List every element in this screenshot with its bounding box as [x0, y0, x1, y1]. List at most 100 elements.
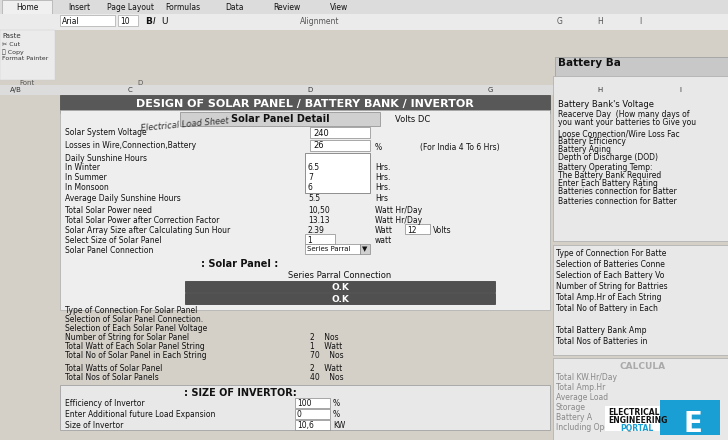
Text: 2    Nos: 2 Nos — [310, 333, 339, 342]
Text: Hrs.: Hrs. — [375, 163, 390, 172]
Bar — [0, 85, 728, 95]
Text: 6: 6 — [308, 183, 313, 192]
Text: I: I — [153, 17, 156, 26]
Text: Solar Panel Connection: Solar Panel Connection — [65, 246, 154, 255]
Text: 40    Nos: 40 Nos — [310, 373, 344, 382]
Text: you want your batteries to Give you: you want your batteries to Give you — [558, 118, 696, 127]
Text: Average Load: Average Load — [556, 393, 608, 402]
Text: 240: 240 — [313, 129, 329, 138]
Text: 6.5: 6.5 — [308, 163, 320, 172]
Bar — [118, 15, 138, 26]
Text: Type of Connection For Batte: Type of Connection For Batte — [556, 249, 666, 258]
Text: Batteries connection for Batter: Batteries connection for Batter — [558, 197, 677, 206]
Text: Data: Data — [226, 3, 245, 11]
Text: Battery Bank's Voltage: Battery Bank's Voltage — [558, 100, 654, 109]
Bar — [295, 409, 330, 419]
Text: Number of String for Battries: Number of String for Battries — [556, 282, 668, 291]
Text: Number of String for Solar Panel: Number of String for Solar Panel — [65, 333, 189, 342]
Text: Solar Panel Detail: Solar Panel Detail — [231, 114, 329, 124]
Text: Enter Each Battery Rating: Enter Each Battery Rating — [558, 179, 658, 188]
Text: Total No of Solar Panel in Each String: Total No of Solar Panel in Each String — [65, 351, 207, 360]
Bar — [295, 420, 330, 430]
Bar — [305, 244, 360, 254]
Text: 10,6: 10,6 — [297, 421, 314, 430]
Text: Format Painter: Format Painter — [2, 56, 48, 61]
Text: Hrs.: Hrs. — [375, 173, 390, 182]
Text: G: G — [557, 17, 563, 26]
Text: : SIZE OF INVERTOR:: : SIZE OF INVERTOR: — [183, 388, 296, 398]
Text: Font: Font — [20, 80, 35, 86]
Bar — [555, 57, 728, 77]
Bar — [60, 110, 550, 310]
Bar — [405, 224, 430, 234]
Text: watt: watt — [375, 236, 392, 245]
Text: D: D — [307, 87, 312, 93]
Text: 2.39: 2.39 — [308, 226, 325, 235]
Bar — [553, 76, 728, 241]
Text: A/B: A/B — [10, 87, 22, 93]
Text: I: I — [639, 17, 641, 26]
Bar — [60, 15, 115, 26]
Text: Daily Sunshine Hours: Daily Sunshine Hours — [65, 154, 147, 163]
Text: Total Amp.Hr: Total Amp.Hr — [556, 383, 606, 392]
Text: D: D — [138, 80, 143, 86]
Bar — [2, 0, 52, 14]
Text: Watt Hr/Day: Watt Hr/Day — [375, 206, 422, 215]
Text: 70    Nos: 70 Nos — [310, 351, 344, 360]
Text: Hrs.: Hrs. — [375, 183, 390, 192]
Bar — [310, 140, 370, 151]
Text: 10,50: 10,50 — [308, 206, 330, 215]
Text: O.K: O.K — [331, 283, 349, 292]
Text: C: C — [127, 87, 132, 93]
Text: Insert: Insert — [68, 3, 90, 11]
Text: In Monsoon: In Monsoon — [65, 183, 108, 192]
Text: Battery Efficiency: Battery Efficiency — [558, 137, 626, 146]
Text: Type of Connection For Solar Panel: Type of Connection For Solar Panel — [65, 306, 197, 315]
Text: U: U — [161, 17, 167, 26]
Text: PORTAL: PORTAL — [620, 424, 653, 433]
Text: CALCULA: CALCULA — [620, 362, 666, 371]
Bar — [106, 0, 156, 14]
Text: 100: 100 — [297, 399, 312, 408]
Text: Selection of Each Battery Vo: Selection of Each Battery Vo — [556, 271, 665, 280]
Bar — [180, 112, 380, 126]
Bar — [262, 0, 312, 14]
Text: I: I — [679, 87, 681, 93]
Text: 12: 12 — [407, 226, 416, 235]
Text: %: % — [333, 410, 340, 419]
Text: The Battery Bank Required: The Battery Bank Required — [558, 171, 661, 180]
Text: 7: 7 — [308, 173, 313, 182]
Text: Batteries connection for Batter: Batteries connection for Batter — [558, 187, 677, 196]
Bar — [54, 0, 104, 14]
Text: ELECTRICAL: ELECTRICAL — [608, 408, 660, 417]
Text: : Solar Panel :: : Solar Panel : — [202, 259, 279, 269]
Text: G: G — [487, 87, 493, 93]
Text: H: H — [598, 87, 603, 93]
Text: Total Watts of Solar Panel: Total Watts of Solar Panel — [65, 364, 162, 373]
Text: Hrs: Hrs — [375, 194, 388, 203]
Text: In Summer: In Summer — [65, 173, 107, 182]
Text: Total No of Battery in Each: Total No of Battery in Each — [556, 304, 658, 313]
Text: Selection of Each Solar Panel Voltage: Selection of Each Solar Panel Voltage — [65, 324, 207, 333]
Bar — [2, 0, 52, 14]
Text: Page Layout: Page Layout — [108, 3, 154, 11]
Text: Total Amp.Hr of Each String: Total Amp.Hr of Each String — [556, 293, 662, 302]
Text: Enter Additional future Load Expansion: Enter Additional future Load Expansion — [65, 410, 215, 419]
Bar — [210, 0, 260, 14]
Text: Efficiency of Invertor: Efficiency of Invertor — [65, 399, 145, 408]
Text: (For India 4 To 6 Hrs): (For India 4 To 6 Hrs) — [420, 143, 499, 152]
Text: Volts DC: Volts DC — [395, 114, 430, 124]
Text: %: % — [333, 399, 340, 408]
Bar — [185, 293, 495, 304]
Text: Alignment: Alignment — [300, 17, 340, 26]
Text: Selection of Solar Panel Connection.: Selection of Solar Panel Connection. — [65, 315, 203, 324]
Text: Paste: Paste — [2, 33, 20, 39]
Text: %: % — [375, 143, 382, 152]
Text: H: H — [597, 17, 603, 26]
Text: Watt Hr/Day: Watt Hr/Day — [375, 216, 422, 225]
Text: Formulas: Formulas — [165, 3, 200, 11]
Text: Series Parral: Series Parral — [307, 246, 350, 252]
Bar — [185, 281, 495, 292]
Bar — [305, 234, 335, 244]
Text: Battery A: Battery A — [556, 413, 592, 422]
